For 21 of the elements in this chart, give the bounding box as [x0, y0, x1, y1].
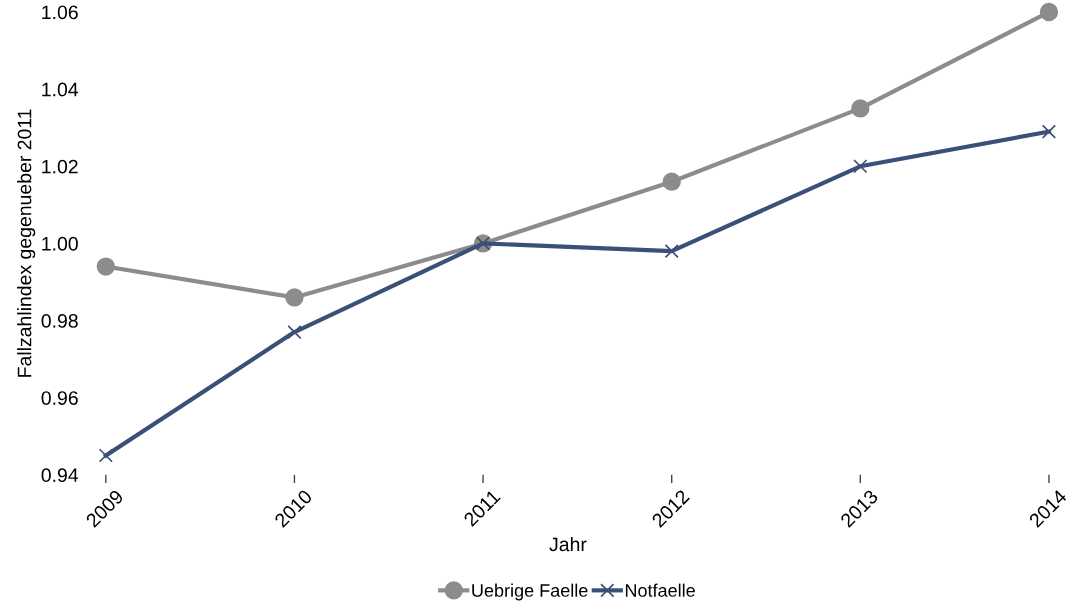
- x-axis-title: Jahr: [549, 536, 587, 552]
- y-tick-label: 1.00: [42, 236, 78, 251]
- legend-label: Notfaelle: [625, 583, 695, 597]
- point: [853, 159, 868, 174]
- legend-label: Uebrige Faelle: [472, 583, 588, 601]
- point: [1039, 2, 1059, 22]
- point: [287, 325, 302, 340]
- point: [664, 244, 679, 259]
- y-tick-label: 1.02: [42, 159, 78, 174]
- y-tick-label: 1.06: [42, 5, 78, 20]
- point: [98, 448, 113, 463]
- y-tick-label: 0.96: [41, 391, 78, 405]
- y-axis-title: Fallzahlindex gegenueber 2011: [17, 109, 36, 377]
- point: [662, 172, 681, 191]
- y-tick-label: 0.94: [41, 468, 79, 483]
- y-tick-label: 1.04: [42, 82, 79, 97]
- y-tick-label: 0.98: [41, 314, 78, 328]
- point: [96, 257, 115, 276]
- point: [851, 99, 870, 118]
- point: [1041, 124, 1057, 139]
- point: [285, 288, 304, 307]
